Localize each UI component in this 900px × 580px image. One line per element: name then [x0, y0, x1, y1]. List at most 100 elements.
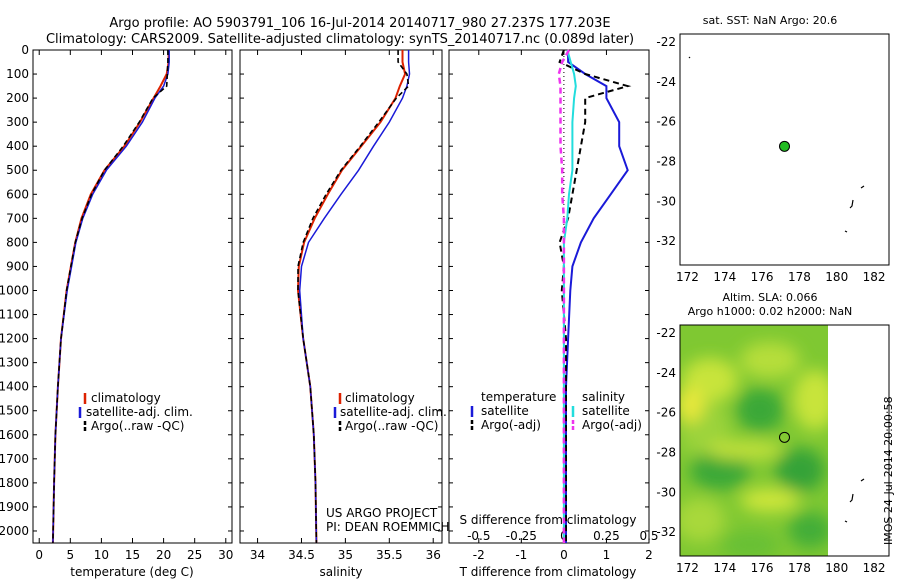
salinity-legend: climatology satellite-adj. clim. Argo(..…	[333, 391, 447, 433]
x-tick-label: -2	[473, 548, 485, 562]
map-y-tick-label: -22	[656, 35, 676, 49]
map-y-tick-label: -32	[656, 525, 676, 539]
y-tick-label: 1400	[0, 380, 29, 394]
argo-position-marker	[779, 431, 790, 443]
sla-map-frame	[679, 324, 890, 557]
salinity-climatology-line	[296, 50, 407, 544]
t-diff-satellite-line	[565, 50, 629, 543]
x-tick-label: 2	[645, 548, 653, 562]
series-layer	[51, 49, 790, 544]
y-tick-label: 1800	[0, 476, 29, 490]
map-x-tick-label: 182	[863, 270, 886, 284]
sla-map-subtitle: Argo h1000: 0.02 h2000: NaN	[688, 305, 853, 318]
diff-legend-s-sat-label: satellite	[582, 404, 630, 418]
y-tick-label: 1100	[0, 308, 29, 322]
diff-legend-t-title: temperature	[481, 390, 556, 404]
map-x-tick-label: 180	[825, 561, 848, 575]
y-tick-label: 1300	[0, 356, 29, 370]
y-tick-label: 1900	[0, 500, 29, 514]
map-y-tick-label: -30	[656, 485, 676, 499]
y-tick-label: 300	[6, 115, 29, 129]
y-tick-label: 1500	[0, 404, 29, 418]
sst-map-axes: 172 174 176 178 180 182 -22 -24 -26 -28 -30 -32	[656, 34, 889, 284]
map-y-tick-label: -30	[656, 194, 676, 208]
y-tick-label: 1200	[0, 332, 29, 346]
map-x-tick-label: 174	[713, 561, 736, 575]
y-tick-label: 700	[6, 211, 29, 225]
map-x-tick-label: 178	[788, 270, 811, 284]
y-tick-label: 1600	[0, 428, 29, 442]
map-x-tick-label: 178	[788, 561, 811, 575]
difference-xlabel2: S difference from climatology	[460, 513, 637, 527]
sst-map-coastline	[688, 56, 865, 233]
x-tick-label: 0	[35, 548, 43, 562]
temperature-axes: 0100200300400500600700800900100011001200…	[0, 43, 233, 562]
map-x-tick-label: 180	[825, 270, 848, 284]
x-tick-label: 30	[218, 548, 233, 562]
y-tick-label: 0	[21, 43, 29, 57]
map-x-tick-label: 174	[713, 270, 736, 284]
s-diff-satellite-line	[562, 49, 577, 543]
header-line2: Climatology: CARS2009. Satellite-adjuste…	[46, 32, 634, 47]
y-tick-label: 600	[6, 187, 29, 201]
diff-legend-t-argo-label: Argo(-adj)	[481, 418, 541, 432]
salinity-panel	[239, 49, 443, 544]
map-y-tick-label: -22	[656, 326, 676, 340]
map-y-tick-label: -26	[656, 406, 676, 420]
header-line1: Argo profile: AO 5903791_106 16-Jul-2014…	[109, 16, 610, 31]
x-tick-label: 25	[187, 548, 202, 562]
legend-sat-label: satellite-adj. clim.	[86, 405, 193, 419]
sal-legend-sat-label: satellite-adj. clim.	[340, 405, 447, 419]
x-tick-label: 36	[426, 548, 441, 562]
legend-argo-label: Argo(..raw -QC)	[91, 419, 184, 433]
map-y-tick-label: -32	[656, 234, 676, 248]
map-x-tick-label: 182	[863, 561, 886, 575]
temperature-panel	[32, 49, 233, 544]
x-tick-label: -1	[515, 548, 527, 562]
temperature-climatology-line	[51, 50, 170, 544]
map-x-tick-label: 176	[751, 270, 774, 284]
map-y-tick-label: -28	[656, 445, 676, 459]
salinity-satellite-line	[298, 50, 411, 544]
sla-map-axes: 172 174 176 178 180 182 -22 -24 -26 -28 -30 -32	[656, 325, 889, 575]
y-tick-label: 100	[6, 67, 29, 81]
x2-tick-label: -0.5	[467, 529, 490, 543]
sla-map-title: Altim. SLA: 0.066	[722, 291, 817, 304]
diff-legend-s-argo-label: Argo(-adj)	[582, 418, 642, 432]
argo-position-marker	[779, 140, 790, 152]
y-tick-label: 900	[6, 259, 29, 273]
x-tick-label: 10	[94, 548, 109, 562]
diff-legend-s-title: salinity	[582, 390, 625, 404]
x2-tick-label: 0.5	[639, 529, 658, 543]
y-tick-label: 200	[6, 91, 29, 105]
legend-clim-label: climatology	[91, 391, 161, 405]
credits-project: US ARGO PROJECT	[326, 506, 438, 520]
salinity-xlabel: salinity	[319, 565, 362, 579]
y-tick-label: 400	[6, 139, 29, 153]
salinity-argo-line	[297, 50, 410, 544]
x-tick-label: 20	[156, 548, 171, 562]
x-tick-label: 35	[338, 548, 353, 562]
temperature-argo-line	[52, 50, 169, 544]
x2-tick-label: 0.25	[593, 529, 620, 543]
map-y-tick-label: -26	[656, 115, 676, 129]
y-tick-label: 1700	[0, 452, 29, 466]
diff-legend-t-sat-label: satellite	[481, 404, 529, 418]
y-tick-label: 800	[6, 235, 29, 249]
difference-xlabel: T difference from climatology	[459, 565, 637, 579]
x-tick-label: 5	[66, 548, 74, 562]
map-x-tick-label: 172	[676, 270, 699, 284]
side-label: IMOS 24-Jul-2014 20:00:58	[882, 396, 895, 545]
temperature-satellite-line	[52, 50, 170, 544]
sal-legend-clim-label: climatology	[345, 391, 415, 405]
map-x-tick-label: 176	[751, 561, 774, 575]
difference-legend: temperature satellite Argo(-adj) salinit…	[470, 390, 642, 432]
x-tick-label: 1	[603, 548, 611, 562]
sla-heatmap	[680, 325, 828, 556]
sla-map-coastline	[844, 478, 865, 523]
sal-legend-argo-label: Argo(..raw -QC)	[345, 419, 438, 433]
x-tick-label: 34	[250, 548, 265, 562]
y-tick-label: 1000	[0, 283, 29, 297]
